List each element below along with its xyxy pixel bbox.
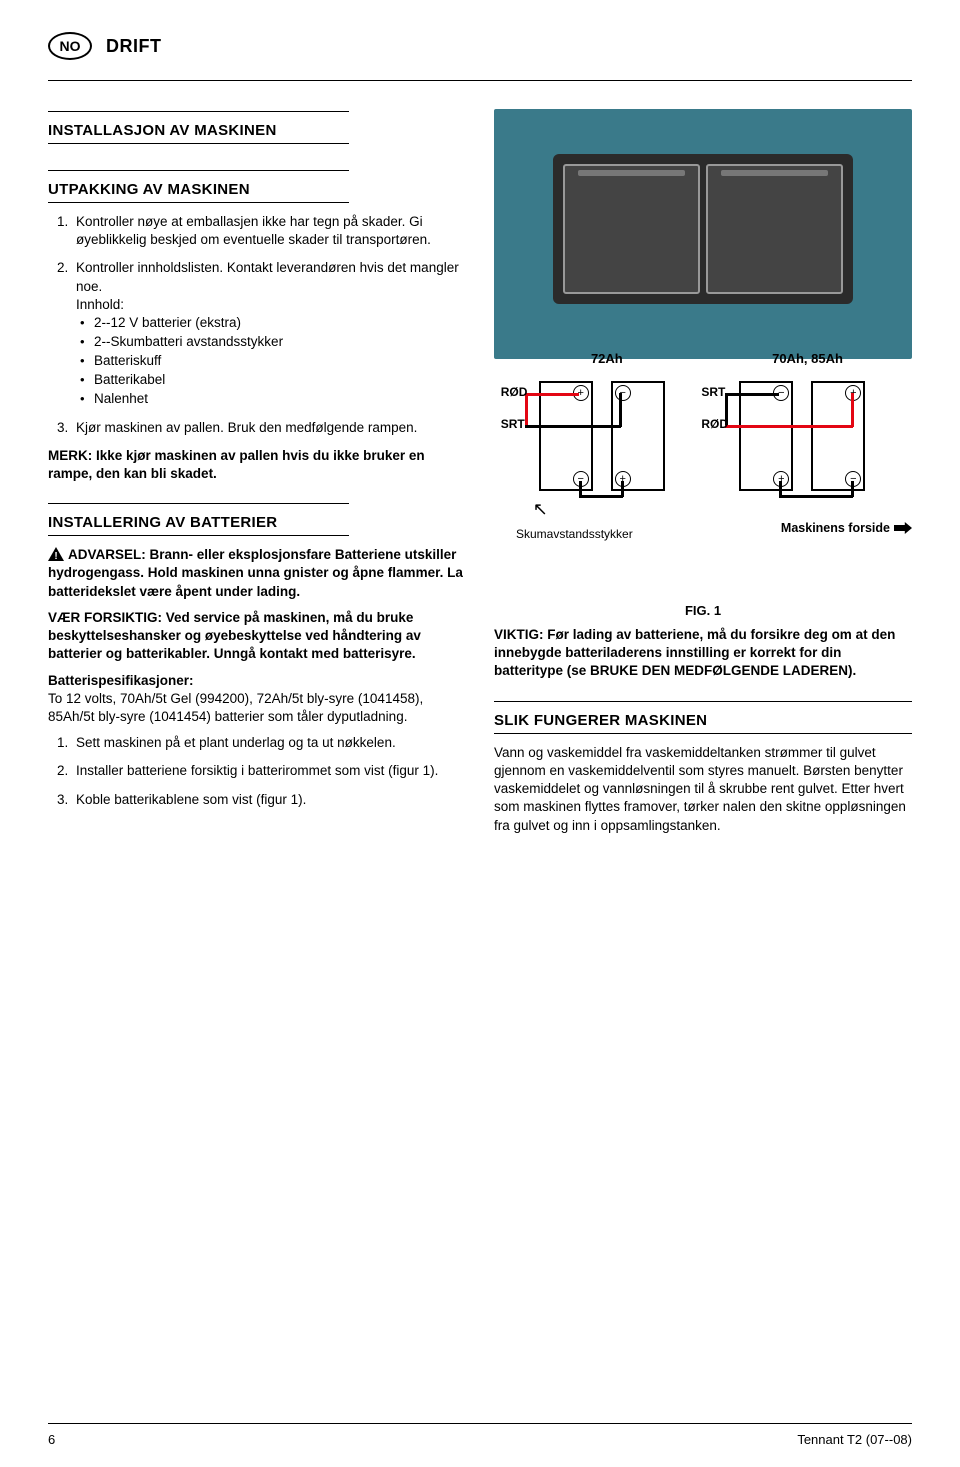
caution-text: VÆR FORSIKTIG: Ved service på maskinen, …: [48, 609, 466, 664]
wire-black: [579, 481, 582, 497]
heading-batteries: INSTALLERING AV BATTERIER: [48, 514, 466, 531]
header-rule: [48, 80, 912, 81]
list-item: Nalenhet: [94, 390, 466, 409]
warning-text: ! ADVARSEL: Brann- eller eksplosjonsfare…: [48, 546, 466, 601]
diagram-72ah: 72Ah + − − + RØD SRT: [511, 371, 703, 531]
wire-red: [525, 393, 579, 396]
list-item: Batteriskuff: [94, 352, 466, 371]
list-item: Kontroller nøye at emballasjen ikke har …: [72, 213, 466, 249]
svg-text:!: !: [54, 551, 57, 561]
heading-how-works: SLIK FUNGERER MASKINEN: [494, 712, 912, 729]
wire-black: [619, 393, 622, 427]
rule: [494, 733, 912, 734]
diagram-70-85ah: 70Ah, 85Ah − + + − SRT RØD: [711, 371, 903, 531]
wire-black: [579, 495, 623, 498]
wire-black: [621, 481, 624, 497]
battery-photo: [494, 109, 912, 359]
heading-unpack: UTPAKKING AV MASKINEN: [48, 181, 466, 198]
label-skum: Skumavstandsstykker: [516, 527, 633, 541]
text: Maskinens forside: [781, 521, 890, 535]
label-srt: SRT: [501, 417, 525, 431]
wire-black: [851, 481, 854, 497]
list-item: Installer batteriene forsiktig i batteri…: [72, 762, 466, 780]
heading-install: INSTALLASJON AV MASKINEN: [48, 122, 466, 139]
language-badge: NO: [48, 32, 92, 60]
doc-id: Tennant T2 (07--08): [797, 1432, 912, 1447]
photo-placeholder: [553, 154, 854, 304]
content-columns: INSTALLASJON AV MASKINEN UTPAKKING AV MA…: [48, 109, 912, 843]
warning-icon: !: [48, 547, 64, 561]
rule: [48, 535, 349, 536]
how-works-body: Vann og vaskemiddel fra vaskemiddeltanke…: [494, 744, 912, 835]
wire-red: [851, 393, 854, 427]
rule: [48, 170, 349, 171]
wire-black: [779, 495, 853, 498]
spec-body: To 12 volts, 70Ah/5t Gel (994200), 72Ah/…: [48, 691, 423, 724]
list-item: Batterikabel: [94, 371, 466, 390]
text: ADVARSEL: Brann- eller eksplosjonsfare B…: [48, 547, 463, 598]
important-note: VIKTIG: Før lading av batteriene, må du …: [494, 626, 912, 681]
right-column: 72Ah + − − + RØD SRT: [494, 109, 912, 843]
battery-spec: Batterispesifikasjoner: To 12 volts, 70A…: [48, 672, 466, 727]
label-srt: SRT: [701, 385, 725, 399]
label-maskinens-forside: Maskinens forside: [781, 521, 912, 535]
unpack-steps: Kontroller nøye at emballasjen ikke har …: [48, 213, 466, 437]
wire-black: [725, 393, 779, 396]
label-rod: RØD: [701, 417, 728, 431]
arrow-right-icon: [894, 522, 912, 534]
wire-black: [525, 425, 621, 428]
page-number: 6: [48, 1432, 55, 1447]
diagram-title: 70Ah, 85Ah: [711, 351, 903, 366]
list-item: Koble batterikablene som vist (figur 1).: [72, 791, 466, 809]
battery-shape: [706, 164, 843, 294]
list-item: 2--Skumbatteri avstandsstykker: [94, 333, 466, 352]
rule: [48, 143, 349, 144]
note-merk: MERK: Ikke kjør maskinen av pallen hvis …: [48, 447, 466, 483]
wire-red: [725, 425, 853, 428]
label-rod: RØD: [501, 385, 528, 399]
list-item: Sett maskinen på et plant underlag og ta…: [72, 734, 466, 752]
figure-label: FIG. 1: [494, 603, 912, 618]
wiring-diagram: 72Ah + − − + RØD SRT: [494, 371, 912, 571]
wire-black: [779, 481, 782, 497]
diagram-title: 72Ah: [511, 351, 703, 366]
text: Innhold:: [76, 297, 124, 312]
page-footer: 6 Tennant T2 (07--08): [48, 1423, 912, 1447]
rule: [48, 111, 349, 112]
rule: [494, 701, 912, 702]
section-title: DRIFT: [106, 36, 162, 57]
page-header: NO DRIFT: [48, 32, 912, 60]
text: Kontroller innholdslisten. Kontakt lever…: [76, 260, 459, 293]
list-item: Kjør maskinen av pallen. Bruk den medføl…: [72, 419, 466, 437]
list-item: Kontroller innholdslisten. Kontakt lever…: [72, 259, 466, 408]
terminal-minus-icon: −: [615, 385, 631, 401]
battery-shape: [563, 164, 700, 294]
battery-steps: Sett maskinen på et plant underlag og ta…: [48, 734, 466, 809]
contents-list: 2--12 V batterier (ekstra) 2--Skumbatter…: [76, 314, 466, 408]
spec-heading: Batterispesifikasjoner:: [48, 673, 194, 688]
left-column: INSTALLASJON AV MASKINEN UTPAKKING AV MA…: [48, 109, 466, 843]
list-item: 2--12 V batterier (ekstra): [94, 314, 466, 333]
arrow-icon: ↖: [533, 499, 548, 520]
rule: [48, 202, 349, 203]
rule: [48, 503, 349, 504]
